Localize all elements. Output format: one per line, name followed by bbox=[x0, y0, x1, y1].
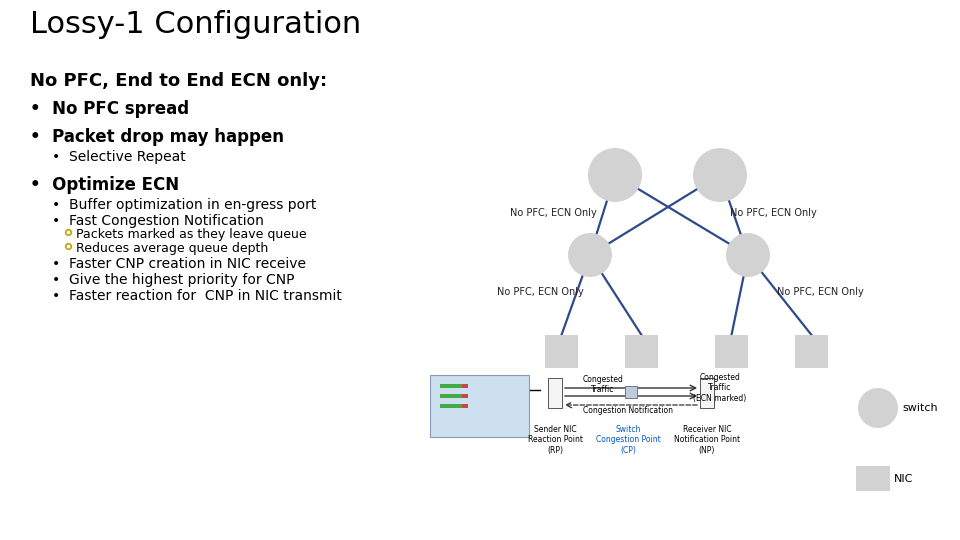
Text: •  No PFC spread: • No PFC spread bbox=[30, 100, 189, 118]
Bar bbox=[715, 335, 748, 368]
Text: •  Faster reaction for  CNP in NIC transmit: • Faster reaction for CNP in NIC transmi… bbox=[52, 289, 342, 303]
Text: Congested
Traffic
(ECN marked): Congested Traffic (ECN marked) bbox=[693, 373, 747, 403]
Text: Congested
Traffic: Congested Traffic bbox=[583, 375, 623, 394]
Bar bbox=[462, 404, 468, 408]
Text: Receiver NIC
Notification Point
(NP): Receiver NIC Notification Point (NP) bbox=[674, 425, 740, 455]
Text: Switch
Congestion Point
(CP): Switch Congestion Point (CP) bbox=[595, 425, 660, 455]
FancyBboxPatch shape bbox=[548, 378, 562, 408]
Text: Lossy-1 Configuration: Lossy-1 Configuration bbox=[30, 10, 361, 39]
Bar bbox=[795, 335, 828, 368]
Text: Congestion Notification: Congestion Notification bbox=[583, 406, 673, 415]
FancyBboxPatch shape bbox=[430, 375, 529, 437]
Bar bbox=[440, 394, 468, 398]
Text: Packets marked as they leave queue: Packets marked as they leave queue bbox=[76, 228, 306, 241]
Text: switch: switch bbox=[902, 403, 938, 413]
Text: •  Packet drop may happen: • Packet drop may happen bbox=[30, 128, 284, 146]
Text: •  Selective Repeat: • Selective Repeat bbox=[52, 150, 185, 164]
Text: No PFC, End to End ECN only:: No PFC, End to End ECN only: bbox=[30, 72, 327, 90]
Bar bbox=[545, 335, 578, 368]
Text: •  Fast Congestion Notification: • Fast Congestion Notification bbox=[52, 214, 264, 228]
Circle shape bbox=[588, 148, 642, 202]
FancyBboxPatch shape bbox=[700, 378, 714, 408]
Circle shape bbox=[858, 388, 898, 428]
Circle shape bbox=[693, 148, 747, 202]
Bar bbox=[856, 466, 890, 491]
Text: •  Buffer optimization in en-gress port: • Buffer optimization in en-gress port bbox=[52, 198, 317, 212]
Text: No PFC, ECN Only: No PFC, ECN Only bbox=[730, 208, 816, 218]
Text: No PFC, ECN Only: No PFC, ECN Only bbox=[496, 287, 584, 297]
Bar bbox=[625, 335, 658, 368]
Text: No PFC, ECN Only: No PFC, ECN Only bbox=[510, 208, 596, 218]
Bar bbox=[440, 384, 468, 388]
Text: •  Faster CNP creation in NIC receive: • Faster CNP creation in NIC receive bbox=[52, 257, 306, 271]
Text: No PFC, ECN Only: No PFC, ECN Only bbox=[777, 287, 863, 297]
Bar bbox=[462, 394, 468, 398]
Text: •  Give the highest priority for CNP: • Give the highest priority for CNP bbox=[52, 273, 295, 287]
Text: Sender NIC
Reaction Point
(RP): Sender NIC Reaction Point (RP) bbox=[527, 425, 583, 455]
Bar bbox=[462, 384, 468, 388]
Bar bbox=[440, 404, 468, 408]
Text: •  Optimize ECN: • Optimize ECN bbox=[30, 176, 180, 194]
Circle shape bbox=[726, 233, 770, 277]
Circle shape bbox=[568, 233, 612, 277]
Text: Reduces average queue depth: Reduces average queue depth bbox=[76, 242, 268, 255]
Text: NIC: NIC bbox=[894, 474, 913, 483]
